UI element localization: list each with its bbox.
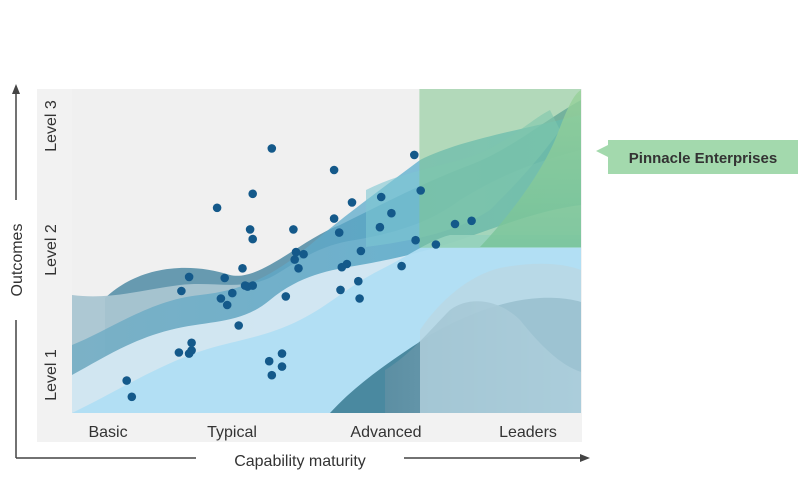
x-tick-label-advanced: Advanced [350,424,421,441]
data-point [216,294,226,303]
callout-box [608,140,798,174]
axes [12,84,590,462]
data-point [234,321,243,330]
data-point [354,276,363,286]
data-point [222,300,232,310]
callout-pointer-icon [596,145,608,157]
data-point [245,225,255,234]
data-point [416,186,426,195]
x-tick-label-typical: Typical [207,424,257,441]
distribution-waves [72,90,581,413]
data-point [184,272,194,282]
data-point [277,362,287,371]
data-point [289,225,298,234]
data-point [174,348,184,357]
data-point [355,294,364,303]
data-point [187,338,196,348]
data-points [122,144,476,402]
data-point [431,240,441,249]
y-tick-label-level-3: Level 3 [43,100,60,152]
y-tick-label-level-2: Level 2 [43,224,60,276]
data-point [347,198,357,207]
data-point [336,285,345,295]
data-point [248,234,257,244]
data-point [290,255,300,264]
data-point [281,292,291,301]
x-tick-label-leaders: Leaders [499,424,557,441]
pinnacle-highlight-zone [419,89,581,248]
data-point [329,165,339,175]
data-point [228,288,237,298]
data-point [291,247,301,257]
data-point [397,261,406,271]
data-point [375,222,385,232]
data-point [127,392,137,402]
data-point [122,376,131,385]
data-point [411,235,420,245]
data-point [248,189,257,199]
data-point [376,192,386,202]
y-axis-title: Outcomes [9,224,26,297]
x-axis-title: Capability maturity [234,453,366,470]
data-point [356,246,366,256]
data-point [264,356,274,366]
data-point [334,228,344,237]
data-point [220,273,229,283]
data-point [299,249,308,259]
callout-label: Pinnacle Enterprises [629,150,777,167]
x-tick-label-basic: Basic [88,424,127,441]
data-point [294,264,303,273]
data-point [187,346,196,355]
data-point [387,208,396,218]
data-point [267,370,277,380]
data-point [410,150,419,160]
data-point [267,144,277,153]
data-point [342,259,352,269]
y-tick-label-level-1: Level 1 [43,349,60,401]
data-point [238,264,247,273]
y-axis-arrow-icon [12,84,20,94]
wave-right-light [420,263,581,413]
x-axis-arrow-icon [580,454,590,462]
data-point [329,214,339,223]
data-point [248,281,257,290]
data-point [450,219,460,229]
pinnacle-callout: Pinnacle Enterprises [596,140,798,174]
data-point [467,216,476,226]
data-point [177,286,186,296]
data-point [277,349,287,358]
data-point [212,203,222,213]
